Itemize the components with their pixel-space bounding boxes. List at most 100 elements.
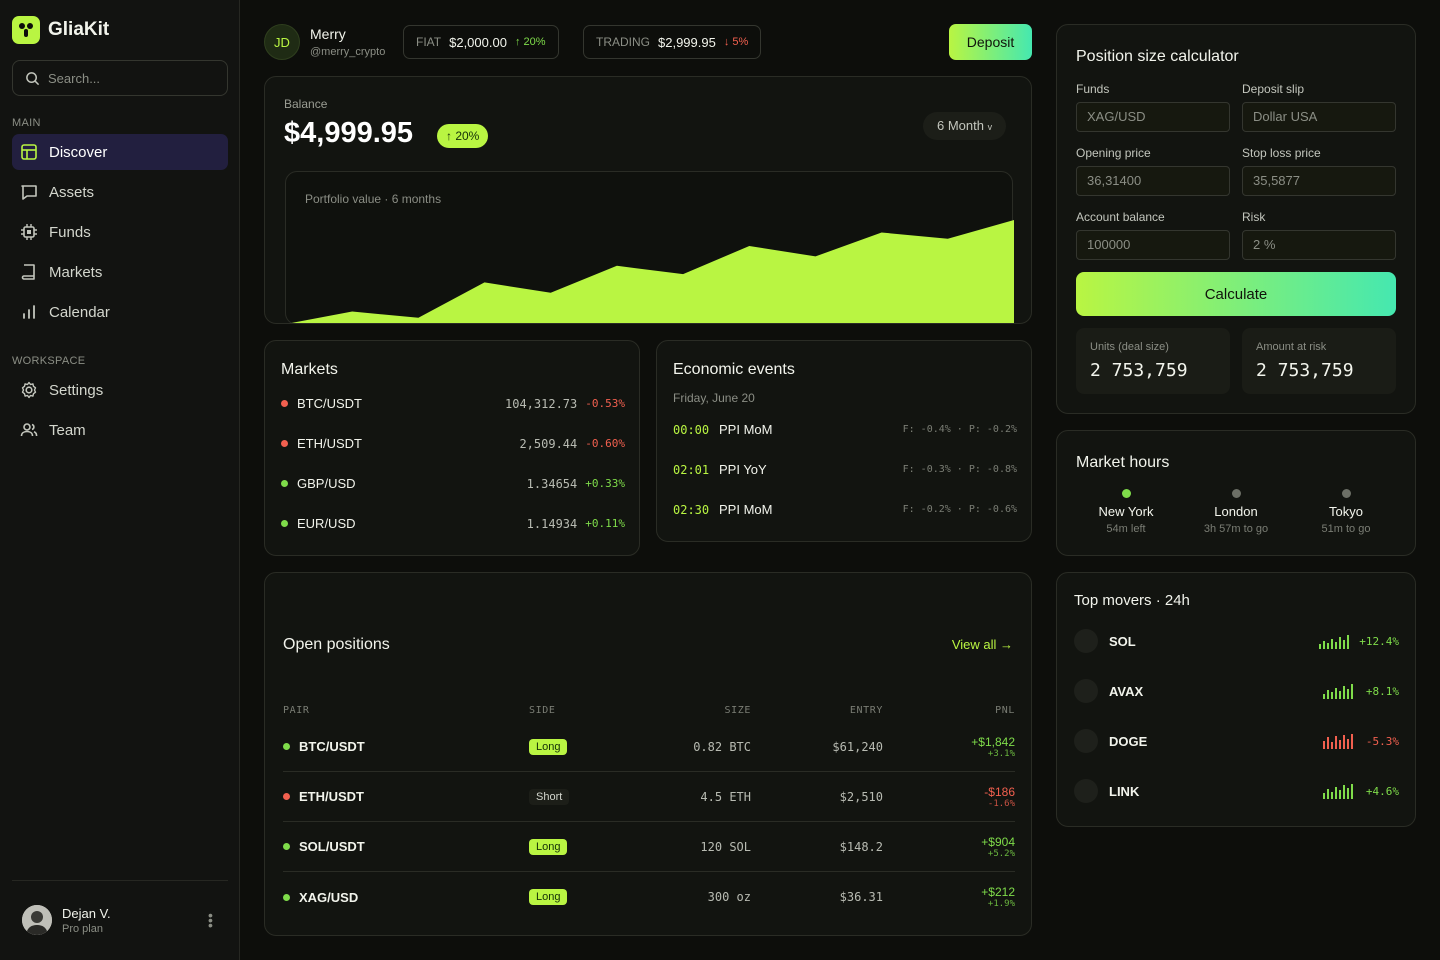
- mover-row[interactable]: LINK +4.6%: [1074, 779, 1399, 803]
- positions-card: Open positions View all → PAIR SIDE SIZE…: [264, 572, 1032, 936]
- mover-row[interactable]: SOL +12.4%: [1074, 629, 1399, 653]
- spark-bar: [1351, 733, 1353, 749]
- event-row[interactable]: 02:30 PPI MoM F: -0.2% · P: -0.6%: [673, 502, 1017, 517]
- opening-price-field[interactable]: 36,31400: [1076, 166, 1230, 196]
- col-pnl: PNL: [995, 705, 1015, 716]
- pnl-percent: +3.1%: [987, 748, 1015, 759]
- amount-at-risk-result: Amount at risk 2 753,759: [1242, 328, 1396, 394]
- city-name: New York: [1098, 504, 1154, 519]
- area-series: [291, 220, 1014, 323]
- spark-bar: [1343, 639, 1346, 649]
- sidebar-item-discover[interactable]: Discover: [12, 134, 228, 170]
- fiat-label: FIAT: [416, 35, 442, 49]
- spark-bar: [1347, 634, 1350, 649]
- sidebar-item-markets[interactable]: Markets: [12, 254, 228, 290]
- market-pair: GBP/USD: [297, 476, 356, 491]
- market-row[interactable]: GBP/USD 1.34654 +0.33%: [281, 476, 625, 491]
- calculate-button[interactable]: Calculate: [1076, 272, 1396, 316]
- fiat-change: ↑ 20%: [514, 36, 546, 48]
- table-row[interactable]: BTC/USDT Long 0.82 BTC $61,240 +$1,842 +3.1%: [283, 722, 1015, 772]
- mover-change: -5.3%: [1365, 734, 1399, 748]
- market-city: Tokyo 51m to go: [1296, 485, 1396, 535]
- more-icon[interactable]: • • •: [208, 907, 213, 933]
- spark-bar: [1347, 787, 1349, 799]
- units-result: Units (deal size) 2 753,759: [1076, 328, 1230, 394]
- event-row[interactable]: 00:00 PPI MoM F: -0.4% · P: -0.2%: [673, 422, 1017, 437]
- trading-balance-chip[interactable]: TRADING $2,999.95 ↓ 5%: [583, 25, 762, 59]
- avatar[interactable]: JD: [264, 24, 300, 60]
- mover-change: +8.1%: [1365, 684, 1399, 698]
- event-row[interactable]: 02:01 PPI YoY F: -0.3% · P: -0.8%: [673, 462, 1017, 477]
- mover-symbol: AVAX: [1109, 683, 1144, 699]
- risk-field[interactable]: 2 %: [1242, 230, 1396, 260]
- sidebar-item-calendar[interactable]: Calendar: [12, 294, 228, 330]
- city-status: 3h 57m to go: [1203, 523, 1269, 535]
- market-row[interactable]: ETH/USDT 2,509.44 -0.60%: [281, 436, 625, 451]
- position-pnl: -$186 -1.6%: [984, 785, 1015, 809]
- spark-bar: [1351, 683, 1353, 699]
- account-balance-field[interactable]: 100000: [1076, 230, 1230, 260]
- sidebar-item-settings[interactable]: Settings: [12, 372, 228, 408]
- funds-field[interactable]: XAG/USD: [1076, 102, 1230, 132]
- status-dot: [281, 400, 288, 407]
- user-name: Dejan V.: [62, 906, 111, 921]
- event-time: 02:01: [673, 462, 710, 477]
- trading-label: TRADING: [596, 35, 650, 49]
- deposit-slip-field[interactable]: Dollar USA: [1242, 102, 1396, 132]
- user-plan: Pro plan: [62, 923, 103, 935]
- events-card: Economic events Friday, June 20 00:00 PPI…: [656, 340, 1032, 542]
- spark-bar: [1323, 693, 1325, 699]
- mover-sparkline: [1319, 634, 1350, 649]
- pnl-value: +$904: [981, 834, 1015, 849]
- trading-value: $2,999.95: [658, 34, 716, 50]
- gear-icon: [21, 381, 37, 399]
- trading-change: ↓ 5%: [723, 36, 749, 48]
- market-city: London 3h 57m to go: [1186, 485, 1286, 535]
- market-price: 1.14934: [526, 516, 578, 531]
- table-row[interactable]: ETH/USDT Short 4.5 ETH $2,510 -$186 -1.6%: [283, 772, 1015, 822]
- top-movers-title: Top movers · 24h: [1074, 592, 1190, 609]
- period-select[interactable]: 6 Month v: [923, 112, 1007, 140]
- profile-name: Merry: [310, 26, 346, 42]
- table-row[interactable]: SOL/USDT Long 120 SOL $148.2 +$904 +5.2%: [283, 822, 1015, 872]
- chart-frame: Portfolio value · 6 months: [285, 171, 1014, 323]
- mover-row[interactable]: AVAX +8.1%: [1074, 679, 1399, 703]
- mover-change: +12.4%: [1359, 634, 1399, 648]
- spark-bar: [1339, 739, 1341, 749]
- events-date: Friday, June 20: [673, 391, 755, 405]
- spark-bar: [1335, 735, 1337, 749]
- spark-bar: [1351, 783, 1353, 799]
- event-name: PPI MoM: [719, 422, 773, 437]
- table-row[interactable]: XAG/USD Long 300 oz $36.31 +$212 +1.9%: [283, 872, 1015, 922]
- sidebar-item-label: Funds: [49, 223, 91, 241]
- spark-bar: [1331, 638, 1334, 649]
- view-all-link[interactable]: View all →: [951, 637, 1013, 652]
- mover-sparkline: [1323, 733, 1353, 749]
- position-pair: BTC/USDT: [299, 739, 365, 754]
- logo[interactable]: GliaKit: [12, 16, 109, 44]
- fiat-balance-chip[interactable]: FIAT $2,000.00 ↑ 20%: [403, 25, 559, 59]
- market-row[interactable]: EUR/USD 1.14934 +0.11%: [281, 516, 625, 531]
- market-price: 104,312.73: [505, 396, 578, 411]
- position-size: 120 SOL: [700, 839, 751, 854]
- sidebar-item-assets[interactable]: Assets: [12, 174, 228, 210]
- user-profile[interactable]: Dejan V. Pro plan • • •: [12, 880, 228, 960]
- mover-symbol: DOGE: [1109, 733, 1148, 749]
- sidebar-item-team[interactable]: Team: [12, 412, 228, 448]
- deposit-button[interactable]: Deposit: [949, 24, 1032, 60]
- stop-loss-label: Stop loss price: [1242, 146, 1321, 160]
- market-change: -0.60%: [585, 437, 625, 450]
- market-row[interactable]: BTC/USDT 104,312.73 -0.53%: [281, 396, 625, 411]
- city-status: 54m left: [1106, 523, 1146, 535]
- position-size: 0.82 BTC: [693, 739, 751, 754]
- stop-loss-field[interactable]: 35,5877: [1242, 166, 1396, 196]
- mover-row[interactable]: DOGE -5.3%: [1074, 729, 1399, 753]
- side-badge: Short: [529, 788, 570, 805]
- pnl-value: +$1,842: [971, 734, 1015, 749]
- market-city: New York 54m left: [1076, 485, 1176, 535]
- search-input[interactable]: Search...: [12, 60, 228, 96]
- sidebar-item-funds[interactable]: Funds: [12, 214, 228, 250]
- spark-bar: [1327, 736, 1329, 749]
- side-badge: Long: [529, 889, 568, 905]
- spark-bar: [1347, 688, 1349, 699]
